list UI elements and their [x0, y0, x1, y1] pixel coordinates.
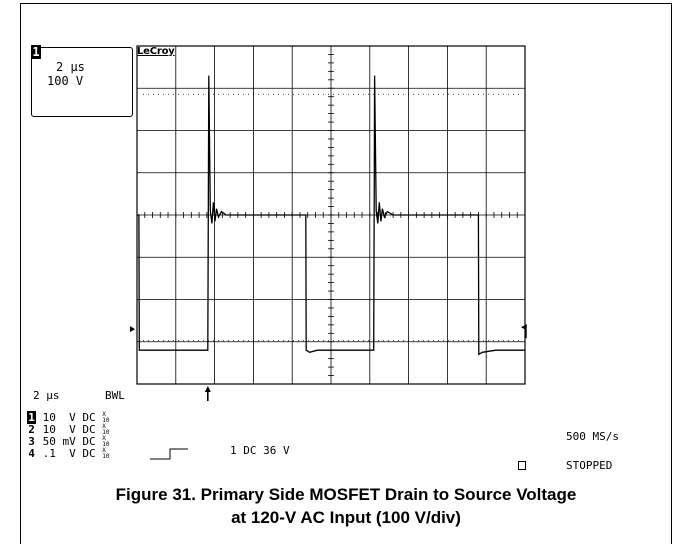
channel-number: 1 — [31, 45, 41, 59]
trigger-arrow-head — [204, 386, 211, 392]
acquisition-status: STOPPED — [566, 459, 613, 472]
ground-level-marker — [130, 326, 135, 333]
probe-attenuation: X 10 — [102, 411, 110, 424]
scope-markers — [130, 324, 527, 401]
trigger-edge-icon — [150, 448, 188, 460]
bottom-timebase: 2 µs — [33, 389, 60, 402]
channel-volts: 100 V — [47, 74, 84, 88]
probe-attenuation: X 10 — [102, 447, 110, 460]
sample-rate: 500 MS/s — [566, 430, 619, 443]
channel-scale: 50 mV DC — [36, 435, 103, 448]
channel-timebase: 2 µs — [56, 60, 85, 74]
probe-attenuation: X 10 — [102, 423, 110, 436]
probe-attenuation: X 10 — [102, 435, 110, 448]
channel-number: 3 — [28, 435, 35, 448]
trigger-setting: 1 DC 36 V — [230, 444, 290, 457]
figure-caption-line-1: Figure 31. Primary Side MOSFET Drain to … — [115, 485, 577, 504]
channel-setting-row: 3 50 mV DC X 10 — [27, 435, 109, 448]
figure-caption-line-2: at 120-V AC Input (100 V/div) — [231, 508, 461, 527]
trace-channel-1 — [137, 75, 525, 356]
channel-scale: .1 V DC — [36, 447, 103, 460]
channel-number: 1 — [27, 411, 36, 424]
figure-frame — [20, 3, 672, 544]
channel-number: 2 — [28, 423, 35, 436]
channel-scale: 10 V DC — [36, 423, 103, 436]
channel-scale: 10 V DC — [36, 411, 103, 424]
status-indicator-icon — [518, 461, 526, 470]
brand-logo: LeCroy — [137, 46, 175, 57]
channel-number: 4 — [28, 447, 35, 460]
bwl-label: BWL — [105, 389, 125, 402]
channel-info-box: 1 2 µs 100 V — [31, 45, 133, 117]
channel-setting-row: 1 10 V DC X 10 — [27, 411, 109, 424]
channel-setting-row: 4 .1 V DC X 10 — [27, 447, 109, 460]
channel-setting-row: 2 10 V DC X 10 — [27, 423, 109, 436]
